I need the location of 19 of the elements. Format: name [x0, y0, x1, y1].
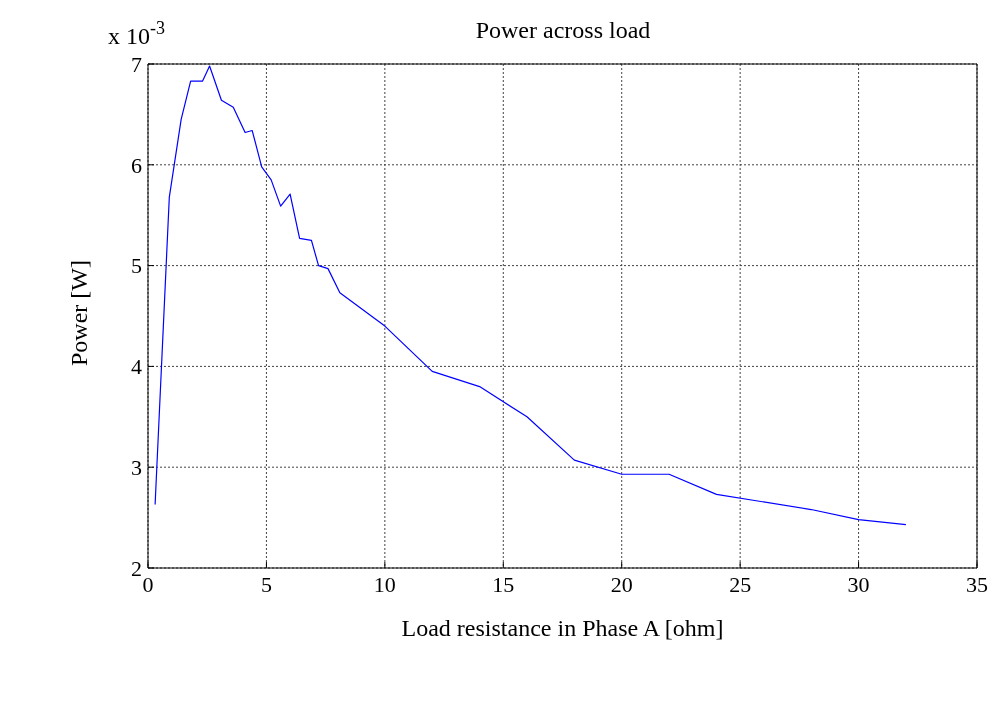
x-tick-label: 0: [142, 571, 154, 597]
y-tick-label: 4: [131, 354, 142, 380]
x-axis-title: Load resistance in Phase A [ohm]: [401, 615, 724, 641]
x-tick-label: 30: [847, 571, 870, 597]
y-tick-label: 6: [131, 152, 142, 178]
y-axis-title: Power [W]: [65, 260, 92, 366]
x-tick-label: 20: [610, 571, 633, 597]
x-tick-label: 35: [966, 571, 988, 597]
y-tick-label: 5: [131, 253, 142, 279]
y-tick-label: 3: [131, 455, 142, 481]
chart-title: Power across load: [475, 17, 651, 43]
y-tick-label: 7: [131, 51, 142, 77]
line-series: [154, 65, 907, 526]
text: x 10$^{-3}$: [108, 18, 165, 49]
x-tick-label: 25: [729, 571, 752, 597]
x-tick-label: 5: [260, 571, 272, 597]
x-tick-label: 15: [492, 571, 515, 597]
x-tick-label: 10: [373, 571, 396, 597]
y-tick-label: 2: [131, 555, 142, 581]
